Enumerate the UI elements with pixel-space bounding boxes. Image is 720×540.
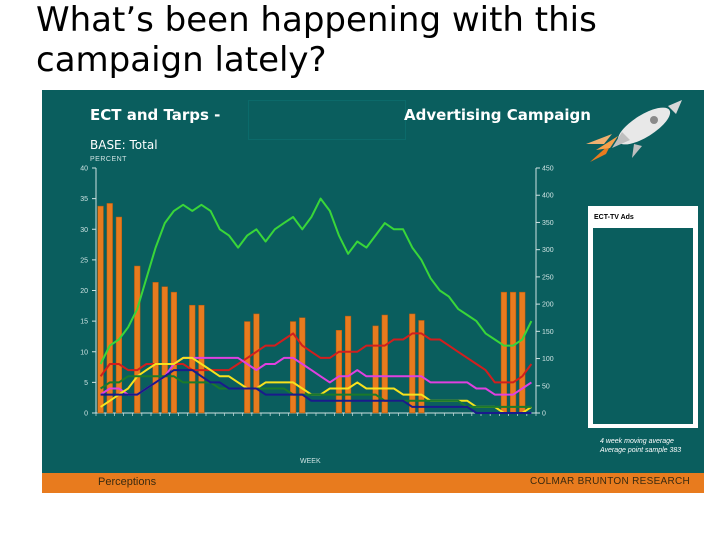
y-tick-label: 25 <box>80 257 88 264</box>
legend-title: ECT-TV Ads <box>594 214 634 221</box>
campaign-chart: 0510152025303540050100150200250300350400… <box>80 166 554 466</box>
chart-title-left: ECT and Tarps - <box>90 106 221 124</box>
series-line-dark_green <box>100 375 532 408</box>
rocket-icon <box>586 100 682 162</box>
series-line-navy <box>100 369 532 414</box>
tarp-bar <box>372 325 379 414</box>
tarp-bar <box>97 205 104 414</box>
footer-bar <box>42 473 704 493</box>
series-line-green <box>99 197 533 365</box>
footer-right-text: COLMAR BRUNTON RESEARCH <box>530 476 691 487</box>
y-tick-label: 40 <box>80 166 88 173</box>
y-tick-label: 30 <box>80 227 88 234</box>
tarp-bar <box>161 286 168 414</box>
tarp-bar <box>106 203 113 414</box>
chart-panel: 0 5 10 15 20 25 30 35 40 0 50 100 150 200 250 300 350 400… <box>42 90 704 493</box>
series-line-magenta <box>100 356 532 396</box>
tarp-bar <box>134 265 141 414</box>
y2-tick-label: 100 <box>542 356 554 363</box>
y-tick-label: 0 <box>84 411 88 418</box>
y2-tick-label: 200 <box>542 302 554 309</box>
tarp-bar <box>170 291 178 414</box>
y2-tick-label: 0 <box>542 411 546 418</box>
tarp-bar <box>289 321 297 414</box>
chart-title-right: Advertising Campaign <box>404 106 591 124</box>
legend-box: ECT-TV Ads <box>588 206 698 428</box>
tarp-bar <box>409 313 416 414</box>
y-tick-label: 35 <box>80 196 88 203</box>
tarp-bar <box>335 329 343 414</box>
slide-title: What’s been happening with this campaign… <box>36 0 597 80</box>
tarp-bar <box>198 304 205 414</box>
tarp-bar <box>381 314 388 414</box>
y2-tick-label: 250 <box>542 274 554 281</box>
y2-tick-label: 350 <box>542 220 554 227</box>
y2-tick-label: 50 <box>542 383 550 390</box>
redacted-brand-box <box>248 100 406 140</box>
y-tick-label: 15 <box>80 319 88 326</box>
y2-tick-label: 450 <box>542 166 554 173</box>
y-tick-label: 10 <box>80 349 88 356</box>
x-axis-label: WEEK <box>300 458 321 465</box>
tarp-bar <box>115 216 123 414</box>
tarp-bar <box>344 315 352 414</box>
tarp-bar <box>244 321 251 414</box>
y-tick-label: 20 <box>80 288 88 295</box>
tarp-bar <box>152 282 159 414</box>
y2-tick-label: 300 <box>542 247 554 254</box>
y2-tick-label: 150 <box>542 329 554 336</box>
y-axis-label: PERCENT <box>90 156 127 163</box>
tarp-bar <box>253 313 260 414</box>
y2-tick-label: 400 <box>542 193 554 200</box>
base-label: BASE: Total <box>90 138 158 152</box>
moving-average-note: 4 week moving average <box>600 438 674 445</box>
tarp-bar <box>519 291 526 414</box>
y-tick-label: 5 <box>84 380 88 387</box>
sample-size-note: Average point sample 383 <box>600 447 682 454</box>
tarp-bar <box>418 320 425 414</box>
footer-left-text: Perceptions <box>98 476 157 488</box>
legend-redacted-area <box>593 228 693 424</box>
